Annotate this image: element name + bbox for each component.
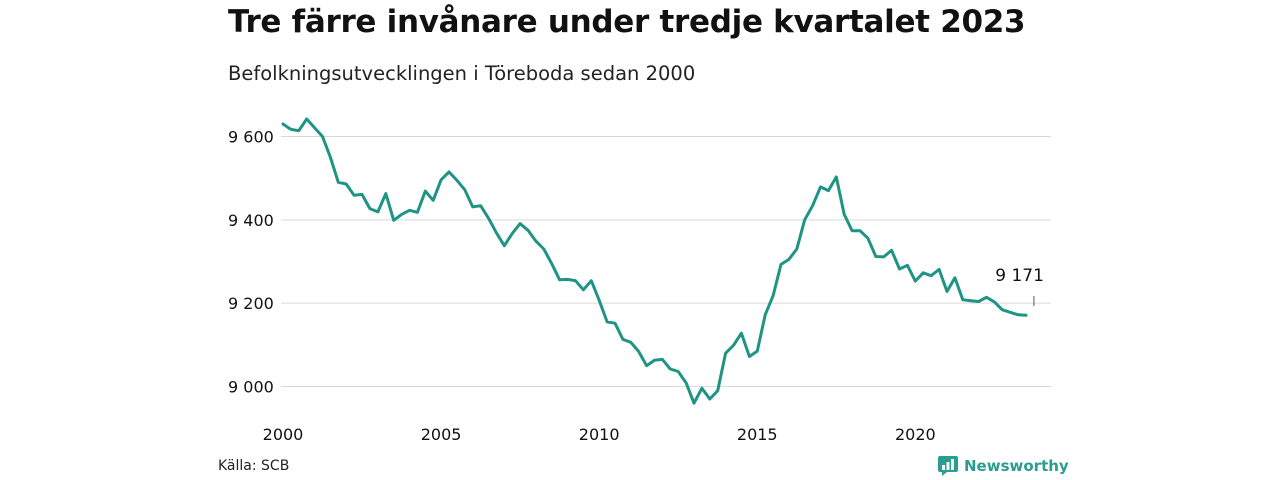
x-tick-label: 2005 <box>421 425 462 444</box>
y-axis-ticks: 9 000 9 200 9 400 9 600 <box>228 128 274 397</box>
y-tick-label: 9 600 <box>228 128 274 147</box>
x-tick-label: 2010 <box>579 425 620 444</box>
gridlines <box>281 136 1051 387</box>
y-tick-label: 9 200 <box>228 294 274 313</box>
x-tick-label: 2020 <box>895 425 936 444</box>
x-tick-label: 2000 <box>263 425 304 444</box>
chart-subtitle: Befolkningsutvecklingen i Töreboda sedan… <box>228 62 696 85</box>
population-line <box>281 117 1028 405</box>
y-tick-label: 9 000 <box>228 378 274 397</box>
x-tick-label: 2015 <box>737 425 778 444</box>
last-value-label: 9 171 <box>995 266 1044 286</box>
brand-name: Newsworthy <box>964 457 1069 475</box>
x-axis-ticks: 2000 2005 2010 2015 2020 <box>263 425 936 444</box>
bar-chart-logo-icon <box>938 456 958 476</box>
annotation-layer: 9 171 <box>995 266 1044 306</box>
source-note: Källa: SCB <box>218 458 290 474</box>
chart-title: Tre färre invånare under tredje kvartale… <box>228 4 1026 40</box>
brand-logo: Newsworthy <box>938 456 1069 476</box>
y-tick-label: 9 400 <box>228 211 274 230</box>
series-layer <box>281 117 1028 405</box>
